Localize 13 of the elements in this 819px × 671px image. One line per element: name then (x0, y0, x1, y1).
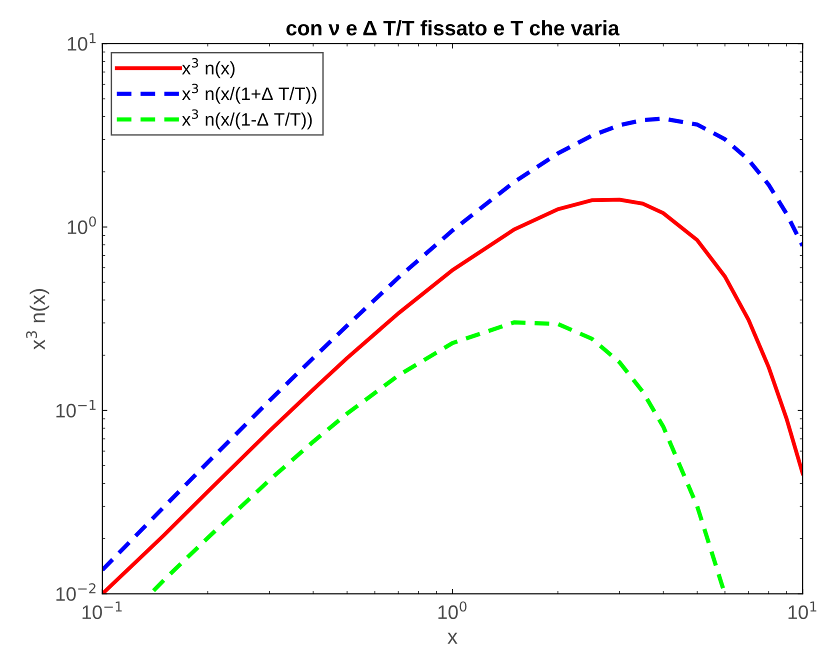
legend-label: x$^{3}$ n(x/(1+Δ T/T)) (182, 84, 316, 104)
x-tick-label: 10$^{0}$ (438, 601, 467, 620)
y-tick-label: 10$^{0}$ (68, 216, 96, 234)
y-tick-label: 10$^{1}$ (68, 33, 96, 51)
x-axis-title: x (448, 632, 458, 644)
x-tick-label: 10$^{−1}$ (82, 602, 122, 620)
y-tick-label: 10$^{−1}$ (56, 400, 96, 418)
y-tick-label: 10$^{−2}$ (56, 583, 96, 601)
y-axis-title: x$^{3}$ n(x) (26, 289, 50, 350)
x-tick-label: 10$^{1}$ (788, 602, 816, 620)
chart-title: con ν e Δ T/T fissato e T che varia (286, 20, 620, 36)
legend-label: x$^{3}$ n(x) (182, 58, 235, 78)
legend-label: x$^{3}$ n(x/(1-Δ T/T)) (182, 109, 312, 130)
